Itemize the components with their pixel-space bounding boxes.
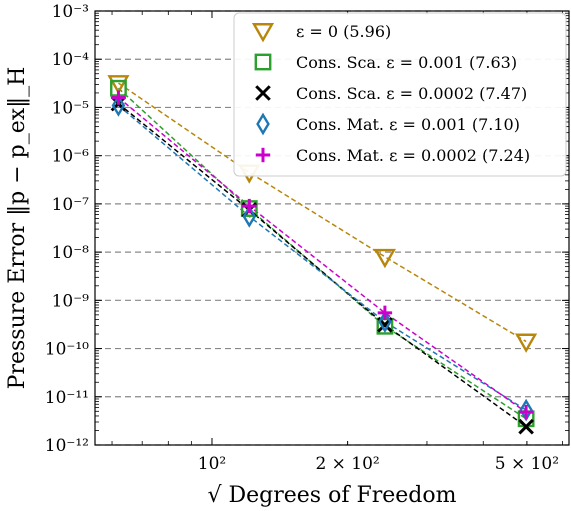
legend: ε = 0 (5.96) Cons. Sca. ε = 0.001 (7.63) C… (233, 12, 567, 177)
x-tick-label: 2 × 10² (315, 454, 379, 474)
y-tick-label: 10⁻¹² (45, 436, 89, 456)
legend-marker-4 (255, 147, 271, 163)
data-point-series-4 (111, 90, 126, 105)
y-tick-label: 10⁻⁷ (52, 195, 90, 215)
data-point-series-4 (377, 305, 393, 321)
legend-marker-2 (255, 85, 271, 101)
series-line-0 (118, 82, 527, 343)
y-tick-label: 10⁻⁶ (52, 147, 90, 167)
legend-label-1: Cons. Sca. ε = 0.001 (7.63) (296, 53, 517, 72)
y-tick-label: 10⁻¹¹ (45, 388, 89, 408)
data-point-series-2 (518, 418, 534, 435)
legend-marker-1 (254, 53, 272, 71)
legend-marker-3 (256, 112, 270, 136)
data-point-series-3 (378, 310, 392, 334)
legend-label-4: Cons. Mat. ε = 0.0002 (7.24) (296, 146, 530, 165)
y-tick-label: 10⁻³ (52, 2, 89, 22)
series-line-3 (117, 104, 527, 411)
legend-label-2: Cons. Sca. ε = 0.0002 (7.47) (296, 84, 527, 103)
data-point-series-0 (107, 75, 130, 95)
legend-box (233, 12, 567, 177)
data-point-series-3 (111, 94, 126, 117)
y-tick-label: 10⁻⁵ (52, 98, 90, 118)
legend-label-3: Cons. Mat. ε = 0.001 (7.10) (296, 115, 520, 134)
y-tick-label: 10⁻⁹ (52, 291, 90, 311)
legend-marker-0 (251, 23, 275, 43)
data-point-series-3 (242, 205, 257, 228)
data-point-series-4 (518, 404, 534, 420)
data-point-series-0 (515, 333, 538, 353)
y-tick-label: 10⁻⁴ (52, 50, 90, 70)
series-markers (107, 75, 538, 435)
series-line-2 (117, 103, 527, 428)
x-tick-label: 10² (198, 454, 226, 474)
x-axis-label: √ Degrees of Freedom (208, 483, 457, 508)
legend-label-0: ε = 0 (5.96) (296, 22, 391, 41)
data-point-series-0 (373, 248, 396, 269)
x-tick-label: 5 × 10² (495, 454, 559, 474)
y-axis-label: Pressure Error ‖p − p_ex‖_H (5, 67, 30, 390)
y-tick-label: 10⁻¹⁰ (45, 340, 89, 360)
plot-frame (94, 10, 570, 446)
series-line-4 (117, 97, 527, 413)
data-point-series-4 (242, 198, 257, 214)
series-lines (117, 82, 527, 428)
y-tick-label: 10⁻⁸ (52, 243, 90, 263)
